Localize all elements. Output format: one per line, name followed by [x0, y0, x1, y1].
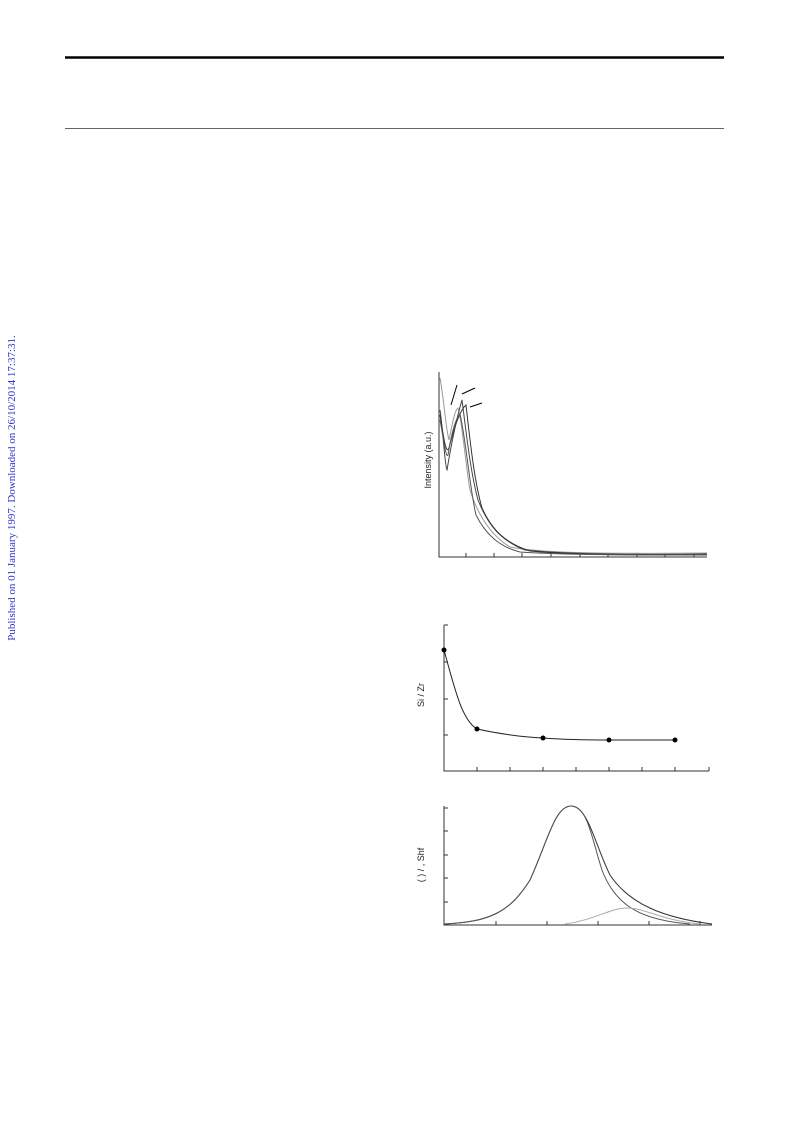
points: [441, 647, 678, 743]
spectrum: [439, 399, 708, 555]
minor-peak: [564, 907, 701, 925]
ticks: [444, 807, 701, 925]
spectrum: [439, 413, 708, 556]
axes: [438, 372, 707, 558]
figure-peak-fit: ( ) / , Shf: [416, 805, 713, 926]
figure-si-zr: Si / Zr: [416, 624, 710, 772]
y-axis-label: Si / Zr: [416, 683, 426, 707]
spectrum: [439, 377, 708, 554]
y-axis-label: Intensity (a.u.): [423, 431, 433, 488]
y-axis-label: ( ) / , Shf: [416, 847, 426, 882]
ticks: [444, 624, 710, 771]
spectrum: [439, 404, 708, 556]
main-peak: [443, 805, 691, 925]
axes: [443, 806, 712, 926]
axes: [443, 625, 709, 772]
fit-curve: [443, 649, 675, 741]
arrows: [450, 384, 483, 408]
figure-spectra: Intensity (a.u.): [423, 372, 708, 558]
envelope: [443, 805, 713, 925]
